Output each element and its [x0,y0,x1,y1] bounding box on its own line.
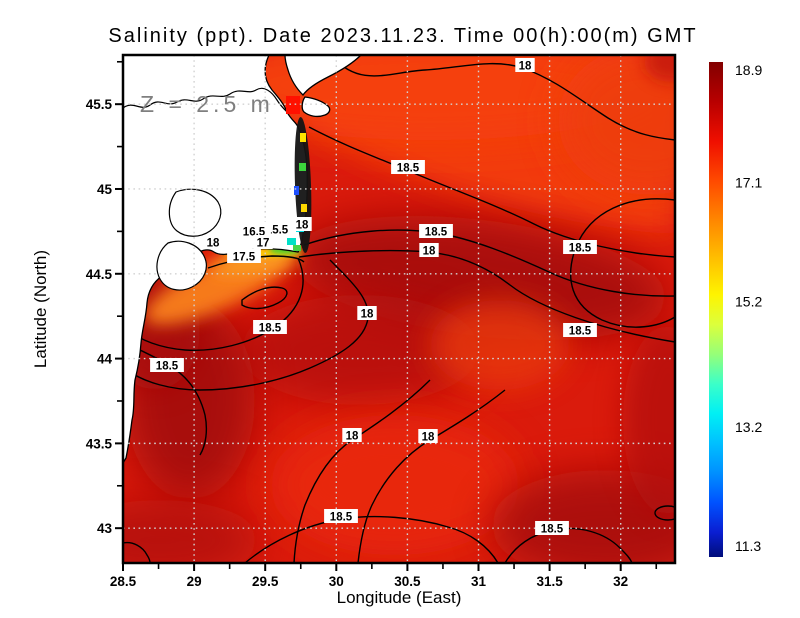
contour-label: 18.5 [156,361,179,373]
contour-label: 18 [361,309,374,321]
contour-label: 18.5 [541,524,564,536]
contour-label-box [563,240,597,254]
contour-label: 18.5 [569,326,592,338]
contour-label: 18.5 [425,227,448,239]
contour-label: 18 [519,61,532,73]
x-tick-label: 29 [187,574,202,589]
colorbar-tick-label: 18.9 [735,62,762,78]
contour-label-box [515,58,535,72]
y-axis-title: Latitude (North) [31,250,50,368]
contour-label-box [419,243,439,257]
colorbar-tick-label: 13.2 [735,419,762,435]
contour-label-box [357,306,377,320]
contour-label-box [292,217,312,231]
contour-label: 18.5 [330,512,353,524]
y-tick-label: 43.5 [86,436,113,451]
mainland-coastline [122,54,308,466]
x-tick-label: 31.5 [536,574,563,589]
contour-label-box [563,323,597,337]
contour-label: 18.5 [259,323,282,335]
y-tick-label: 43 [97,521,113,536]
colorbar-tick-label: 17.1 [735,175,762,191]
contour-label-box [391,160,425,174]
axis-tick-labels: 28.5 29 29.5 30 30.5 31 31.5 32 45.5 45 44.5 44 43.5… [86,97,628,589]
plot-frame [121,53,677,565]
contour-label: 18.5 [397,163,420,175]
contour-label: 17 [257,238,270,250]
contour-label-box [324,509,358,523]
x-tick-label: 30 [329,574,344,589]
depth-annotation: Z = 2.5 m [140,91,274,117]
x-tick-label: 29.5 [252,574,279,589]
contour-label: 18 [422,432,435,444]
contour-label: 18 [423,246,436,258]
axis-ticks [115,60,658,571]
contour-label-box [418,429,438,443]
x-tick-label: 31 [471,574,487,589]
danube-river [122,87,288,113]
contour-label: 18 [207,238,220,250]
x-tick-label: 30.5 [394,574,421,589]
x-tick-label: 28.5 [110,574,137,589]
colorbar-tick-label: 11.3 [735,538,761,554]
contour-label-box [227,249,261,263]
contour-label: 18.5 [569,243,592,255]
contour-label: 15.5 [266,225,289,237]
lagoon-razim-south [156,240,207,291]
grid-layer [123,55,675,563]
x-tick-label: 32 [613,574,628,589]
colorbar-tick-label: 15.2 [735,294,762,310]
y-tick-label: 45.5 [86,97,113,112]
colorbar-labels: 18.9 17.1 15.2 13.2 11.3 [735,62,762,554]
lagoon-razim-north [168,188,222,237]
delta-lobe [301,96,331,118]
y-tick-label: 45 [97,182,113,197]
contour-label: 18 [296,220,309,232]
contour-label-box [237,224,271,238]
chart-title: Salinity (ppt). Date 2023.11.23. Time 00… [108,25,697,47]
y-tick-label: 44.5 [86,267,113,282]
contour-label-box [535,521,569,535]
colorbar: 18.9 17.1 15.2 13.2 11.3 [709,62,762,557]
contour-label: 17.5 [233,252,256,264]
contour-label-box [419,224,453,238]
y-tick-label: 44 [97,352,113,367]
contour-label-box [253,320,287,334]
contour-label-box [253,235,273,249]
x-axis-title: Longitude (East) [337,588,462,607]
contour-label-box [203,235,223,249]
colorbar-gradient [709,62,723,557]
contour-label: 18 [346,431,359,443]
contour-label-box [150,358,184,372]
river-mouth-cell [286,96,300,114]
north-coast-wedge [284,54,363,97]
contour-label-box [342,428,362,442]
